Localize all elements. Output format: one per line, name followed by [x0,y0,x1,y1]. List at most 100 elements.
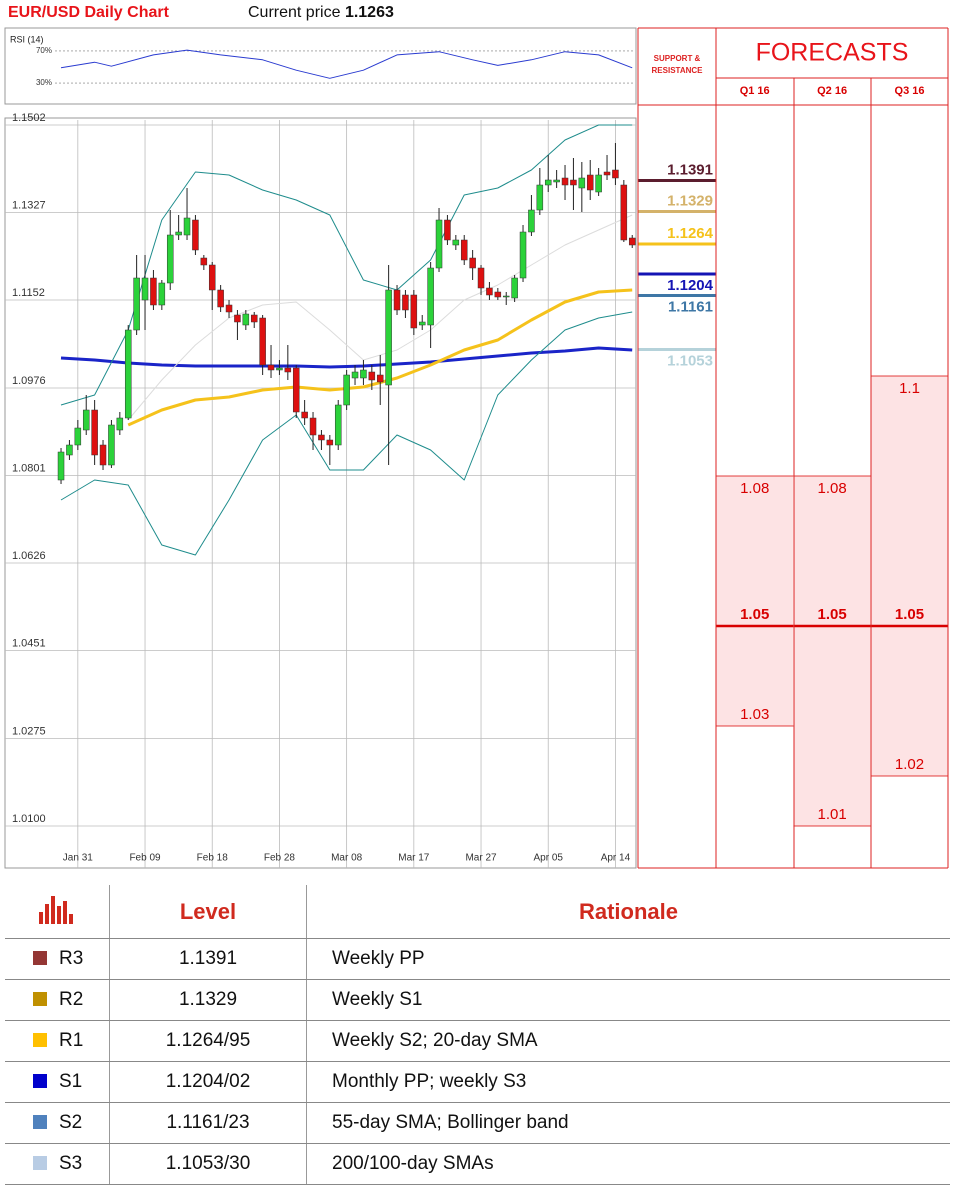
forecast-high-label: 1.08 [817,480,846,497]
forecast-base-label: 1.05 [740,606,769,623]
candle-body [133,277,140,331]
candle-body [561,177,569,186]
rsi-tick-label: 30% [36,78,52,87]
candle-body [234,314,241,323]
candle-body [519,231,527,279]
candle-body [82,409,90,431]
rsi-line [60,49,633,79]
candle-body [183,217,191,236]
table-body: R3 1.1391 Weekly PP R2 1.1329 Weekly S1 R1 1.12… [5,938,950,1185]
candle-body [612,169,619,179]
candle-body [410,294,418,329]
forecast-low-label: 1.03 [740,706,769,723]
candle-body [620,184,628,241]
candle-body [66,444,73,456]
row-name: S1 [59,1071,83,1092]
candle-body [544,179,552,186]
candle-body [444,219,451,241]
rationale-cell: 55-day SMA; Bollinger band [306,1102,950,1144]
forecast-range [793,476,871,826]
header-level: Level [109,885,307,939]
forecast-base-label: 1.05 [895,606,924,623]
color-swatch [33,1074,47,1088]
forecast-base-label: 1.05 [817,606,846,623]
rsi-title: RSI (14) [10,34,44,44]
rsi-frame [4,27,637,105]
table-row: S2 1.1161/23 55-day SMA; Bollinger band [5,1102,950,1144]
forecast-range [871,376,948,776]
level-cell: 1.1329 [109,979,307,1021]
grid: 1.1502 1.1327 1.1152 1.0976 1.0801 1.0626 1.04… [5,46,636,868]
candle-body [376,374,384,383]
name-cell: S1 [5,1061,110,1103]
sr-label: 1.1264 [667,225,714,242]
table-row: R2 1.1329 Weekly S1 [5,979,950,1021]
level-cell: 1.1053/30 [109,1143,307,1185]
candle-body [158,282,166,306]
candle-body [343,374,350,406]
row-name: S3 [59,1153,83,1174]
rationale-cell: 200/100-day SMAs [306,1143,950,1185]
sr-label: 1.1053 [667,352,713,369]
candle-body [74,427,82,446]
rationale-cell: Weekly PP [306,938,950,980]
x-tick-label: Mar 27 [465,853,497,864]
y-tick-label: 1.1327 [12,199,46,211]
candle-body [242,313,250,326]
candle-body [486,287,493,296]
candle-body [578,177,586,189]
candle-body [225,304,233,313]
sr-title: SUPPORT & [654,54,701,63]
candle-body [284,367,292,373]
sr-label: 1.1329 [667,192,713,209]
x-tick-label: Feb 28 [264,853,296,864]
candle-body [360,369,367,379]
level-cell: 1.1391 [109,938,307,980]
candle-body [603,171,611,176]
candle-body [208,264,216,291]
candle-body [460,239,468,261]
color-swatch [33,1156,47,1170]
candle-body [393,289,401,311]
candle-body [368,371,376,381]
y-tick-label: 1.0976 [12,375,46,387]
candle-body [528,209,535,233]
name-cell: R1 [5,1020,110,1062]
sr-label: 1.1161 [668,298,713,315]
candle-body [334,404,342,446]
plot-frame [4,117,637,869]
y-tick-label: 1.0626 [12,550,46,562]
period-label: Q2 16 [817,85,847,97]
candle-body [435,219,443,269]
candle-body [628,237,636,246]
y-tick-label: 1.0275 [12,725,46,737]
candle-body [502,295,510,298]
x-tick-label: Jan 31 [63,853,93,864]
price-value: 1.1263 [345,4,394,21]
y-tick-label: 1.1502 [12,112,46,124]
level-cell: 1.1264/95 [109,1020,307,1062]
candle-body [99,444,107,466]
marks: 1.1391 1.1329 1.1264 1.1204 1.1161 1.1053 Q1 1… [57,49,949,827]
candle-body [427,267,434,326]
candle-body [200,257,208,266]
header-row: Level Rationale [5,885,950,939]
table-row: S1 1.1204/02 Monthly PP; weekly S3 [5,1061,950,1103]
current-price: Current price 1.1263 [248,4,394,21]
panel-borders [637,27,949,869]
forecast-low-label: 1.02 [895,756,924,773]
candle-body [116,417,124,431]
level-cell: 1.1204/02 [109,1061,307,1103]
icon-cell [5,885,110,939]
name-cell: R3 [5,938,110,980]
x-tick-label: Feb 09 [129,853,161,864]
y-tick-label: 1.0451 [12,637,46,649]
y-tick-label: 1.0801 [12,462,46,474]
chart-title: EUR/USD Daily Chart [8,4,170,21]
candle-body [192,219,199,251]
name-cell: S2 [5,1102,110,1144]
row-name: S2 [59,1112,83,1133]
levels-table: Level Rationale R3 1.1391 Weekly PP R2 1.132… [5,885,950,1185]
color-swatch [33,1033,47,1047]
sr-label: 1.1204 [667,277,714,294]
